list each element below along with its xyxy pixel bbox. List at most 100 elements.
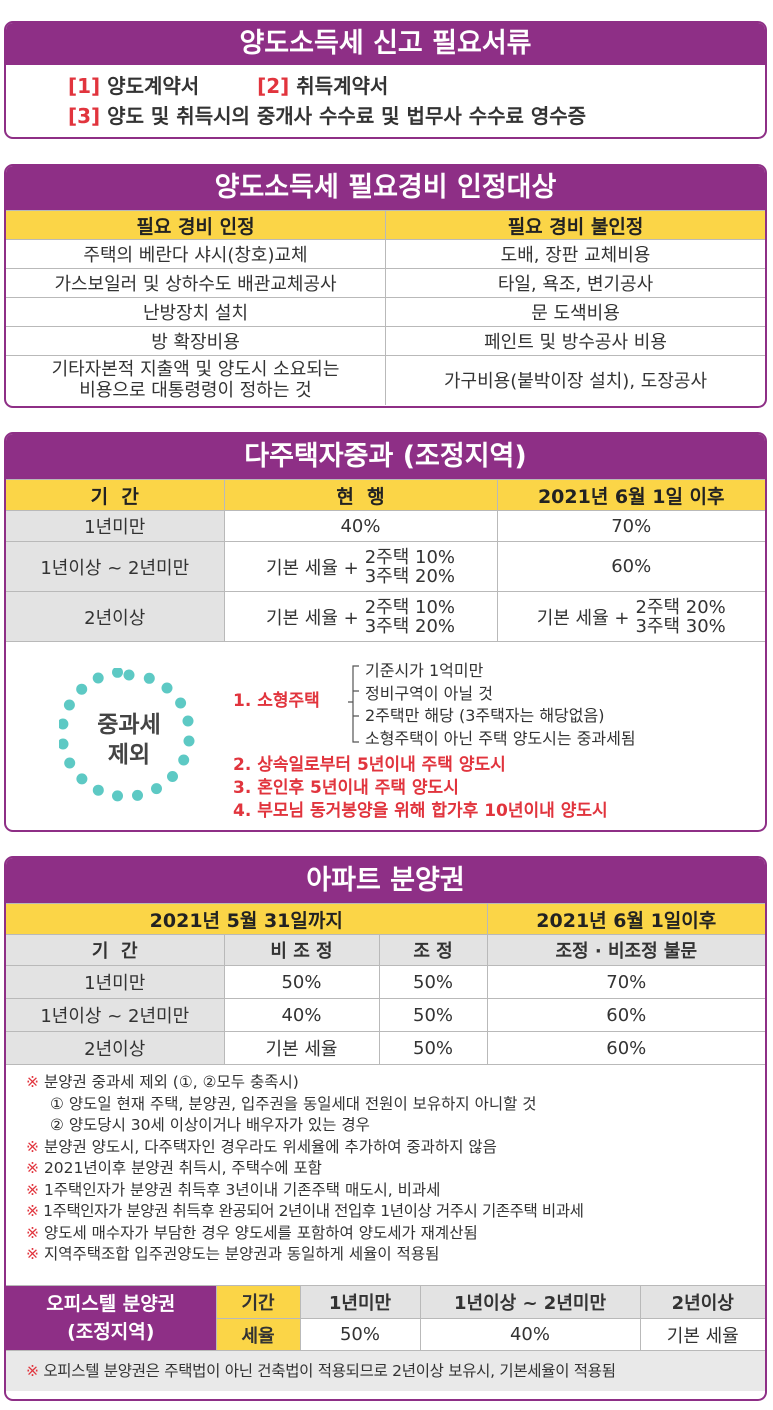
rate-cell: 40% bbox=[223, 998, 380, 1032]
table-cell: 타일, 욕조, 변기공사 bbox=[385, 268, 765, 298]
condition-line: 기준시가 1억미만 bbox=[365, 661, 484, 680]
rate-cell: 기본 세율 + 2주택 10% 3주택 20% bbox=[223, 541, 498, 592]
period-cell: 1년이상 ~ 2년미만 bbox=[6, 998, 225, 1032]
rate-cell: 60% bbox=[496, 541, 765, 592]
col-header-after: 2021년 6월 1일 이후 bbox=[496, 479, 765, 511]
note-line: ※ 분양권 양도시, 다주택자인 경우라도 위세율에 추가하여 중과하지 않음 bbox=[26, 1137, 497, 1156]
badge-line: 중과세 bbox=[97, 712, 161, 738]
officetel-title-cell: 오피스텔 분양권 (조정지역) bbox=[6, 1285, 217, 1351]
condition-line: 2주택만 해당 (3주택자는 해당없음) bbox=[365, 706, 605, 725]
table-cell: 방 확장비용 bbox=[6, 326, 386, 356]
doc-label: 양도계약서 bbox=[107, 74, 200, 98]
period-cell: 2년이상 bbox=[6, 1031, 225, 1065]
expense-table: 필요 경비 인정 필요 경비 불인정 주택의 베란다 샤시(창호)교체 도배, … bbox=[6, 210, 765, 405]
exclusion-item: 2. 상속일로부터 5년이내 주택 양도시 bbox=[233, 755, 506, 775]
cell-line: 기타자본적 지출액 및 양도시 소요되는 bbox=[51, 359, 340, 381]
officetel-table: 오피스텔 분양권 (조정지역) 기간 1년미만 1년이상 ~ 2년미만 2년이상… bbox=[6, 1285, 765, 1351]
rate-cell: 70% bbox=[486, 965, 765, 999]
note-line: ※ 양도세 매수자가 부담한 경우 양도세를 포함하여 양도세가 재계산됨 bbox=[26, 1223, 478, 1242]
rate-line: 3주택 20% bbox=[364, 565, 456, 587]
table-cell: 가구비용(붙박이장 설치), 도장공사 bbox=[385, 355, 765, 405]
rate-cell: 60% bbox=[486, 1031, 765, 1065]
rate-cell: 기본 세율 + 2주택 20% 3주택 30% bbox=[496, 591, 765, 642]
expense-recognition-title: 양도소득세 필요경비 인정대상 bbox=[6, 166, 765, 210]
officetel-rate: 기본 세율 bbox=[639, 1318, 765, 1351]
base-rate-label: 기본 세율 + bbox=[265, 557, 359, 579]
cell-line: 비용으로 대통령령이 정하는 것 bbox=[79, 380, 312, 402]
dotted-circle-icon bbox=[59, 668, 195, 802]
rate-cell: 60% bbox=[486, 998, 765, 1032]
officetel-footnote: ※ 오피스텔 분양권은 주택법이 아닌 건축법이 적용되므로 2년이상 보유시,… bbox=[6, 1351, 765, 1391]
exclusion-item: 4. 부모님 동거봉양을 위해 합가후 10년이내 양도시 bbox=[233, 801, 608, 821]
officetel-rate-label: 세율 bbox=[215, 1318, 301, 1351]
doc-number: [1] bbox=[68, 74, 101, 98]
base-rate-label: 기본 세율 + bbox=[265, 607, 359, 629]
presale-table: 2021년 5월 31일까지 2021년 6월 1일이후 기 간 비 조 정 조… bbox=[6, 903, 765, 1065]
rate-cell: 50% bbox=[223, 965, 380, 999]
sub-note-line: ② 양도당시 30세 이상이거나 배우자가 있는 경우 bbox=[50, 1116, 370, 1134]
col-header-not-recognized: 필요 경비 불인정 bbox=[385, 210, 765, 240]
base-rate-label: 기본 세율 + bbox=[536, 607, 630, 629]
required-documents-title: 양도소득세 신고 필요서류 bbox=[6, 23, 765, 65]
note-line: ※ 1주택인자가 분양권 취득후 완공되어 2년이내 전입후 1년이상 거주시 … bbox=[26, 1202, 584, 1220]
col-header-period: 기 간 bbox=[6, 479, 225, 511]
period-cell: 1년미만 bbox=[6, 510, 225, 542]
table-cell: 도배, 장판 교체비용 bbox=[385, 239, 765, 269]
multi-home-surcharge-title: 다주택자중과 (조정지역) bbox=[6, 434, 765, 479]
officetel-subtitle: (조정지역) bbox=[67, 1321, 155, 1343]
officetel-period-label: 기간 bbox=[215, 1285, 301, 1319]
col-header-any: 조정 · 비조정 불문 bbox=[486, 934, 765, 966]
doc-label: 양도 및 취득시의 중개사 수수료 및 법무사 수수료 영수증 bbox=[107, 104, 587, 128]
period-cell: 1년미만 bbox=[6, 965, 225, 999]
small-house-conditions: 기준시가 1억미만 정비구역이 아닐 것 2주택만 해당 (3주택자는 해당없음… bbox=[365, 660, 636, 750]
period-cell: 1년이상 ~ 2년미만 bbox=[6, 541, 225, 592]
exclusion-badge-text: 중과세 제외 bbox=[59, 710, 199, 770]
note-line: ※ 지역주택조합 입주권양도는 분양권과 동일하게 세율이 적용됨 bbox=[26, 1245, 440, 1263]
officetel-title: 오피스텔 분양권 bbox=[46, 1293, 176, 1315]
rate-cell: 50% bbox=[378, 965, 488, 999]
doc-number: [2] bbox=[257, 74, 290, 98]
rate-cell: 기본 세율 + 2주택 10% 3주택 20% bbox=[223, 591, 498, 642]
required-documents-list: [1] 양도계약서 [2] 취득계약서 [3] 양도 및 취득시의 중개사 수수… bbox=[6, 65, 765, 131]
apartment-presale-box: 아파트 분양권 2021년 5월 31일까지 2021년 6월 1일이후 기 간… bbox=[4, 856, 767, 1401]
doc-number: [3] bbox=[68, 104, 101, 128]
rate-cell: 40% bbox=[223, 510, 498, 542]
exclusion-item: 3. 혼인후 5년이내 주택 양도시 bbox=[233, 778, 459, 798]
condition-line: 정비구역이 아닐 것 bbox=[365, 683, 493, 703]
small-house-item: 1. 소형주택 bbox=[233, 691, 320, 711]
period-cell: 2년이상 bbox=[6, 591, 225, 642]
badge-line: 제외 bbox=[107, 742, 151, 768]
rate-line: 2주택 10% bbox=[364, 596, 456, 618]
rate-cell: 기본 세율 bbox=[223, 1031, 380, 1065]
period-header-before: 2021년 5월 31일까지 bbox=[6, 903, 488, 935]
rate-line: 2주택 20% bbox=[635, 596, 726, 618]
officetel-rate: 40% bbox=[419, 1318, 641, 1351]
period-header-after: 2021년 6월 1일이후 bbox=[486, 903, 765, 935]
col-header-recognized: 필요 경비 인정 bbox=[6, 210, 386, 240]
surcharge-exclusion-area: 중과세 제외 1. 소형주택 기준시가 1억미만 정비구역이 아닐 것 2주택만… bbox=[6, 642, 765, 830]
doc-label: 취득계약서 bbox=[296, 74, 389, 98]
condition-line: 소형주택이 아닌 주택 양도시는 중과세됨 bbox=[365, 728, 636, 748]
rate-cell: 50% bbox=[378, 1031, 488, 1065]
officetel-rate: 50% bbox=[299, 1318, 421, 1351]
bracket-icon bbox=[348, 665, 359, 743]
rate-line: 3주택 30% bbox=[635, 615, 726, 637]
exclusion-list: 2. 상속일로부터 5년이내 주택 양도시 3. 혼인후 5년이내 주택 양도시… bbox=[233, 754, 608, 823]
col-header-current: 현 행 bbox=[223, 479, 498, 511]
table-cell: 페인트 및 방수공사 비용 bbox=[385, 326, 765, 356]
table-cell: 기타자본적 지출액 및 양도시 소요되는 비용으로 대통령령이 정하는 것 bbox=[6, 355, 386, 405]
expense-recognition-box: 양도소득세 필요경비 인정대상 필요 경비 인정 필요 경비 불인정 주택의 베… bbox=[4, 164, 767, 408]
note-line: ※ 2021년이후 분양권 취득시, 주택수에 포함 bbox=[26, 1159, 322, 1177]
officetel-period: 1년이상 ~ 2년미만 bbox=[419, 1285, 641, 1319]
rate-cell: 50% bbox=[378, 998, 488, 1032]
col-header-adjusted: 조 정 bbox=[378, 934, 488, 966]
note-line: ※ 분양권 중과세 제외 (①, ②모두 충족시) bbox=[26, 1073, 299, 1091]
col-header-period: 기 간 bbox=[6, 934, 225, 966]
table-cell: 가스보일러 및 상하수도 배관교체공사 bbox=[6, 268, 386, 298]
table-cell: 주택의 베란다 샤시(창호)교체 bbox=[6, 239, 386, 269]
officetel-period: 2년이상 bbox=[639, 1285, 765, 1319]
required-documents-box: 양도소득세 신고 필요서류 [1] 양도계약서 [2] 취득계약서 [3] 양도… bbox=[4, 21, 767, 139]
rate-cell: 70% bbox=[496, 510, 765, 542]
table-cell: 난방장치 설치 bbox=[6, 297, 386, 327]
apartment-presale-title: 아파트 분양권 bbox=[6, 858, 765, 903]
